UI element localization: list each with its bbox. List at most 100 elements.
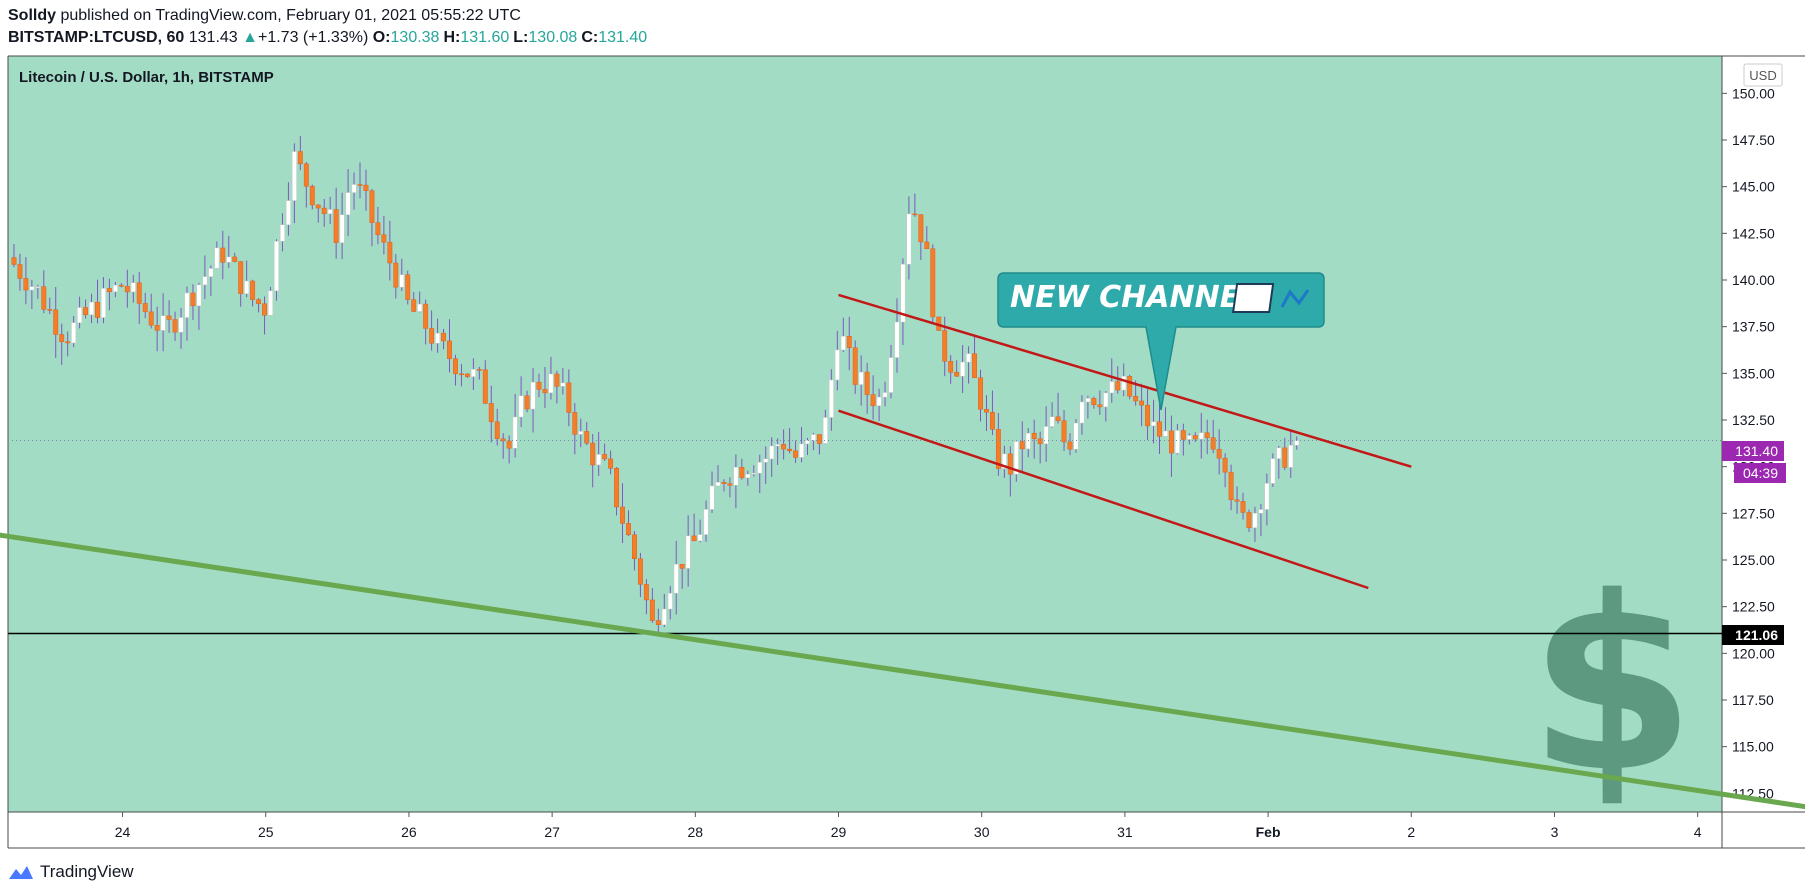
time-axis[interactable] [8,812,1722,848]
bear-candle [464,373,470,377]
bear-candle [924,241,930,250]
footer-brand[interactable]: TradingView [8,862,134,882]
bull-candle [882,392,888,398]
bull-candle [840,335,846,351]
bear-candle [363,184,369,191]
bull-candle [745,473,751,479]
bull-candle [1073,422,1079,450]
bear-candle [989,412,995,430]
bear-candle [614,468,620,508]
bear-candle [542,389,548,394]
bull-candle [1049,416,1055,427]
bear-candle [124,285,130,293]
bear-candle [566,382,572,413]
x-axis-ticks: 24 25 26 27 28 29 30 31 Feb 2 3 4 [115,812,1702,840]
bull-candle [1288,444,1294,468]
y-tick-label: 142.50 [1732,225,1775,241]
bear-candle [1228,471,1234,501]
y-tick-label: 147.50 [1732,132,1775,148]
bull-candle [1109,381,1115,394]
bear-candle [47,309,53,311]
bear-candle [315,204,321,209]
bull-candle [751,472,757,475]
bull-candle [1276,447,1282,459]
channel-lower-line[interactable] [838,409,1369,590]
bear-candle [608,458,614,469]
x-tick-label: Feb [1256,824,1281,840]
bull-candle [1186,435,1192,440]
bull-candle [1252,513,1258,528]
bear-candle [95,301,100,318]
bull-candle [29,286,35,291]
bull-candle [560,382,566,387]
x-tick-label: 28 [688,824,704,840]
bull-candle [709,485,715,510]
price-change: +1.73 (+1.33%) [257,29,369,46]
bear-candle [369,190,375,223]
bear-candle [1210,437,1216,450]
publish-info: Solldy published on TradingView.com, Feb… [8,7,521,25]
bull-candle [280,224,285,242]
bear-candle [864,371,870,395]
bull-candle [966,353,972,363]
y-tick-label: 150.00 [1732,85,1775,101]
bull-candle [470,369,476,377]
bull-candle [858,371,864,385]
bear-candle [691,535,697,542]
bear-candle [918,214,924,243]
bull-candle [894,321,900,358]
bear-candle [1037,438,1043,445]
bear-candle [655,620,661,625]
bear-candle [118,284,124,287]
bear-candle [620,506,625,524]
bear-candle [458,373,464,376]
x-tick-label: 26 [401,824,417,840]
currency-label[interactable]: USD [1749,68,1776,83]
currency-selector[interactable]: USD [1743,63,1783,87]
bull-candle [268,290,273,316]
bull-candle [101,288,106,318]
bear-candle [411,299,417,312]
bear-candle [721,481,727,484]
bear-candle [488,403,494,423]
bear-candle [11,257,17,265]
bear-candle [995,429,1001,469]
bull-candle [530,381,536,410]
bull-candle [89,301,94,316]
bear-candle [172,319,178,333]
channel-upper-line[interactable] [838,293,1412,468]
bull-candle [399,274,405,288]
bull-candle [518,395,524,418]
bull-candle [1085,398,1091,403]
bull-candle [960,361,966,377]
bull-candle [196,284,202,307]
y-tick-label: 122.50 [1732,599,1775,615]
bull-candle [291,151,297,201]
bear-candle [984,409,989,413]
bear-candle [1180,430,1186,440]
bear-candle [333,209,339,243]
bear-candle [1157,421,1162,437]
bull-candle [1001,453,1007,469]
bull-candle [1043,426,1049,445]
bull-candle [327,209,333,215]
bull-candle [673,563,679,594]
bull-candle [828,379,834,418]
bear-candle [506,440,512,449]
last-price-badge: 131.40 [1722,441,1784,461]
bear-candle [1192,435,1198,440]
bear-candle [787,448,793,451]
low-value: 130.08 [528,29,578,46]
support-badge: 121.06 [1722,625,1784,645]
bear-candle [429,328,435,344]
bear-candle [250,280,256,300]
bear-candle [441,332,446,342]
plot-area[interactable] [8,56,1722,812]
bear-candle [1007,453,1013,475]
price-axis[interactable] [1722,56,1805,812]
bear-candle [375,222,381,236]
author-name[interactable]: Solldy [8,7,57,24]
high-label: H: [443,29,461,46]
long-trendline[interactable] [0,532,1805,812]
